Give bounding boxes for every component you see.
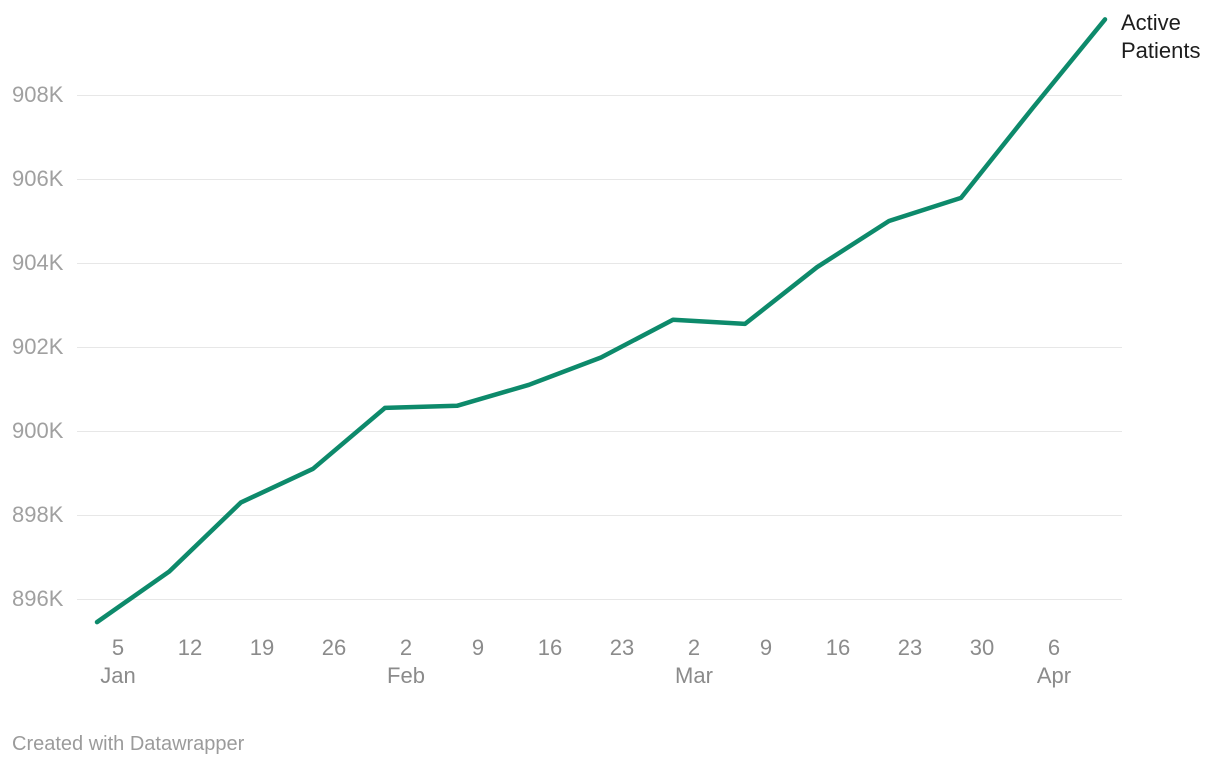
y-axis-tick-label: 902K xyxy=(12,334,64,359)
x-tick-label: 9 xyxy=(759,635,773,660)
series-line-active-patients xyxy=(94,17,1108,625)
x-tick-label: 9 xyxy=(471,635,485,660)
gridline-900k xyxy=(77,431,1122,432)
x-tick-label: 16 xyxy=(537,635,563,660)
x-tick-label: 16 xyxy=(825,635,851,660)
gridline-896k xyxy=(77,599,1122,600)
x-tick-label: 5 xyxy=(111,635,125,660)
x-month-label: Feb xyxy=(387,663,425,688)
x-month-label: Mar xyxy=(675,663,713,688)
gridline-906k xyxy=(77,179,1122,180)
gridline-898k xyxy=(77,515,1122,516)
x-tick-label: 6 xyxy=(1047,635,1061,660)
y-axis-tick-label: 900K xyxy=(12,418,64,443)
x-month-label: Apr xyxy=(1036,663,1072,688)
gridline-908k xyxy=(77,95,1122,96)
x-tick-label: 2 xyxy=(399,635,413,660)
series-label-annotation: Active Patients xyxy=(1121,10,1201,63)
gridline-904k xyxy=(77,263,1122,264)
y-axis-tick-label: 898K xyxy=(12,502,64,527)
y-axis-tick-label: 896K xyxy=(12,586,64,611)
x-tick-label: 12 xyxy=(177,635,203,660)
x-tick-label: 23 xyxy=(609,635,635,660)
x-month-label: Jan xyxy=(100,663,136,688)
x-tick-label: 23 xyxy=(897,635,923,660)
x-tick-label: 30 xyxy=(969,635,995,660)
x-tick-label: 2 xyxy=(687,635,701,660)
y-axis-tick-label: 904K xyxy=(12,250,64,275)
gridline-902k xyxy=(77,347,1122,348)
x-tick-label: 19 xyxy=(249,635,275,660)
y-axis-tick-label: 908K xyxy=(12,82,64,107)
y-axis-tick-label: 906K xyxy=(12,166,64,191)
x-tick-label: 26 xyxy=(321,635,347,660)
datawrapper-credit: Created with Datawrapper xyxy=(12,733,245,755)
